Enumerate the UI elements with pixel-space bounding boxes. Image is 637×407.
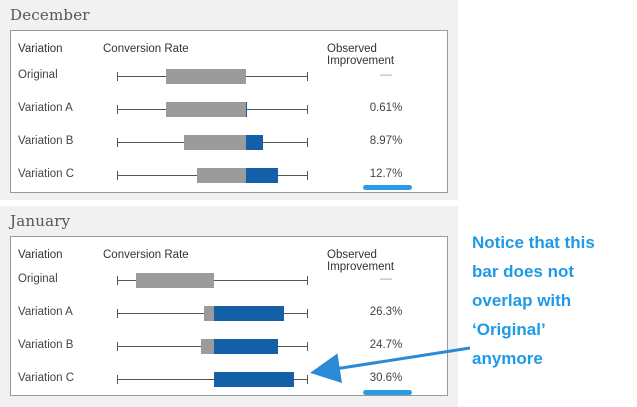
interval-bar-improvement [246,135,264,150]
observed-improvement-value: 0.61% [369,102,403,114]
december-highlight-underline [363,185,412,190]
callout-line-3: overlap with [472,291,572,310]
interval-bar-baseline [196,168,247,183]
observed-improvement-value: — [380,273,392,285]
table-row: Variation B 24.7% [11,335,447,357]
variation-label: Variation A [18,306,73,318]
annotation-callout: Notice that this bar does not overlap wi… [472,228,632,373]
whisker-cap-left [117,342,118,351]
table-row: Original — [11,65,447,87]
whisker-line [117,379,307,380]
observed-improvement-value: 24.7% [369,339,403,351]
observed-improvement-value: 8.97% [369,135,403,147]
interval-bar-baseline [200,339,214,354]
whisker-cap-right [307,375,308,384]
header-conversion-rate: Conversion Rate [103,43,189,55]
whisker-cap-left [117,171,118,180]
interval-bar-baseline [183,135,247,150]
interval-bar-improvement [213,372,294,387]
december-table: Variation Conversion Rate Observed Impro… [10,30,448,193]
observed-improvement-value: 30.6% [369,372,403,384]
variation-label: Variation C [18,168,75,180]
interval-bar-improvement [213,306,285,321]
whisker-cap-right [307,105,308,114]
interval-bar-baseline [166,69,247,84]
whisker-cap-left [117,309,118,318]
callout-line-2: bar does not [472,262,575,281]
interval-bar-baseline [204,306,214,321]
whisker-cap-left [117,72,118,81]
observed-improvement-value: 12.7% [369,168,403,180]
callout-line-1: Notice that this [472,233,595,252]
interval-bar-improvement [246,102,248,117]
header-observed-improvement: Observed Improvement [327,249,395,273]
whisker-cap-right [307,72,308,81]
interval-bar-baseline [166,102,247,117]
january-highlight-underline [363,390,412,395]
header-variation: Variation [18,43,63,55]
whisker-cap-right [307,342,308,351]
table-row: Variation C 30.6% [11,368,447,390]
table-row: Original — [11,269,447,291]
variation-label: Variation B [18,135,74,147]
whisker-cap-right [307,138,308,147]
whisker-cap-right [307,171,308,180]
observed-improvement-value: — [380,69,392,81]
whisker-cap-left [117,375,118,384]
january-table: Variation Conversion Rate Observed Impro… [10,236,448,396]
whisker-cap-right [307,309,308,318]
variation-label: Variation B [18,339,74,351]
table-row: Variation A 26.3% [11,302,447,324]
callout-line-4: ‘Original’ [472,320,546,339]
interval-bar-improvement [213,339,279,354]
whisker-cap-left [117,105,118,114]
table-row: Variation B 8.97% [11,131,447,153]
variation-label: Variation C [18,372,75,384]
variation-label: Variation A [18,102,73,114]
whisker-cap-left [117,276,118,285]
observed-improvement-value: 26.3% [369,306,403,318]
header-observed-improvement: Observed Improvement [327,43,395,67]
header-conversion-rate: Conversion Rate [103,249,189,261]
december-title: December [10,6,90,24]
table-row: Variation A 0.61% [11,98,447,120]
interval-bar-baseline [136,273,214,288]
variation-label: Original [18,69,58,81]
january-title: January [10,212,71,230]
interval-bar-improvement [246,168,279,183]
callout-line-5: anymore [472,349,543,368]
table-row: Variation C 12.7% [11,164,447,186]
whisker-cap-left [117,138,118,147]
header-variation: Variation [18,249,63,261]
whisker-cap-right [307,276,308,285]
variation-label: Original [18,273,58,285]
